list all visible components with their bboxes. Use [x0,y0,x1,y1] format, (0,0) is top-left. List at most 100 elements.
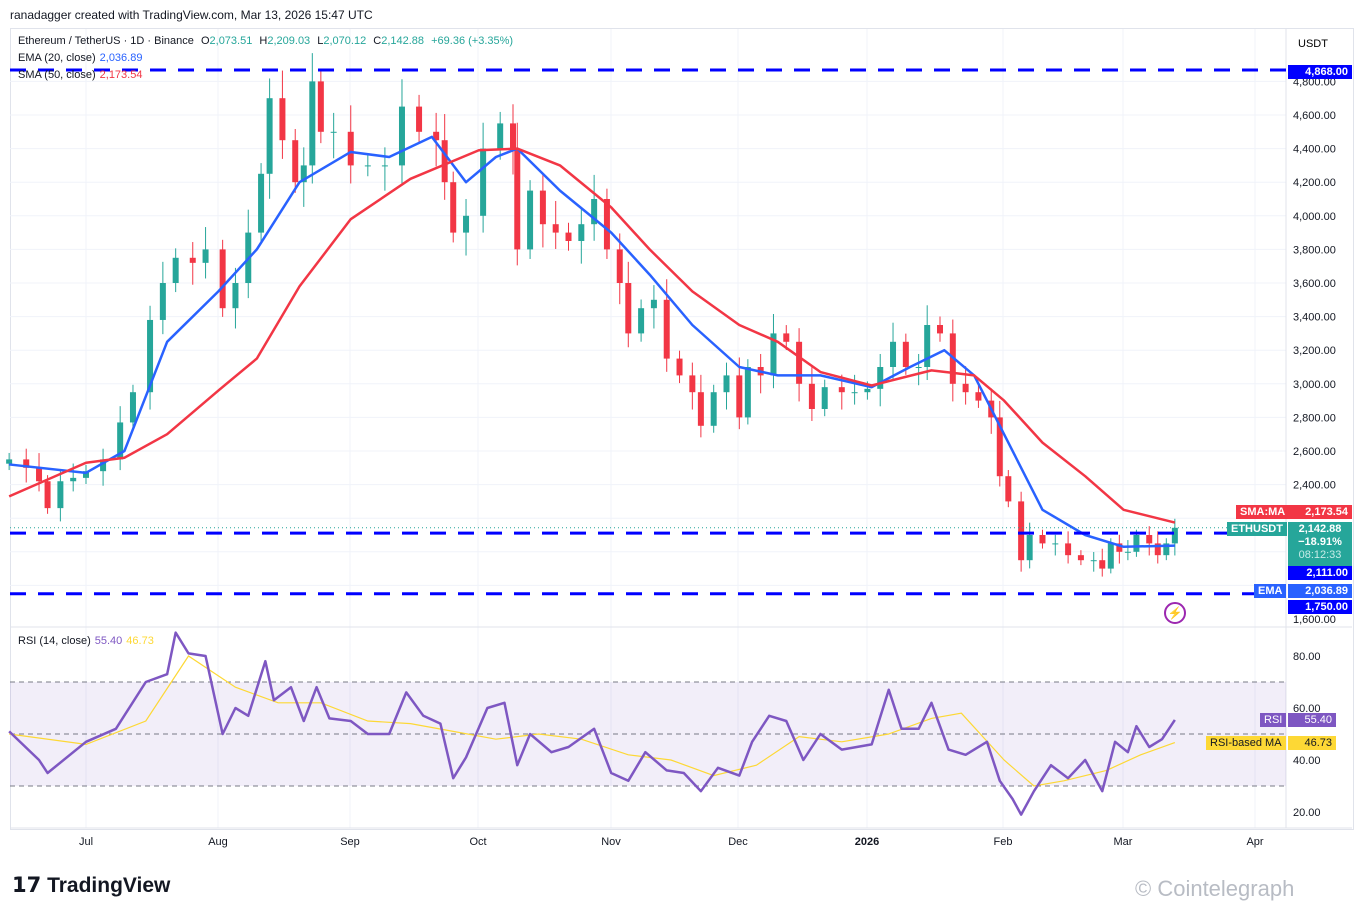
price-tick-label: 4,200.00 [1293,177,1336,189]
sma-tag-value: 2,173.54 [1288,505,1352,519]
candle-body [638,308,645,334]
candle-body [996,417,1003,477]
rsi-legend-label: RSI (14, close) [18,635,91,647]
candle-body [1005,476,1012,502]
level-top-tag: 4,868.00 [1288,65,1352,79]
brand-name: TradingView [47,874,171,897]
candle-body [1146,535,1153,544]
candle-body [258,173,265,233]
rsi-tick-label: 60.00 [1293,703,1321,715]
candle-body [1163,543,1170,556]
close-label: C [373,35,382,47]
high-label: H [259,35,268,47]
candle-body [441,140,448,183]
candle-body [159,283,166,320]
candle-body [1065,543,1072,556]
candle-body [663,299,670,359]
candle-body [510,123,516,149]
candle-body [83,471,89,478]
currency-label[interactable]: USDT [1298,38,1328,50]
candle-body [202,249,209,263]
x-tick-label: Jul [79,836,93,848]
candle-body [697,392,704,426]
symbol-tag: ETHUSDT [1227,522,1287,536]
close-value: 2,142.88 [381,35,425,47]
candle-body [219,249,226,309]
open-label: O [200,35,210,47]
candle-body [1026,535,1033,561]
price-tag: 2,142.88 −18.91% 08:12:33 [1288,522,1352,566]
ema-tag-value: 2,036.89 [1288,584,1352,598]
rsi-legend[interactable]: RSI (14, close) 55.40 46.73 [18,635,158,647]
candle-body [23,459,30,468]
candle-body [723,375,730,393]
candle-body [292,140,299,183]
candle-body [317,81,324,132]
candle-body [937,325,943,334]
candle-body [57,481,64,509]
candle-body [416,106,423,132]
candle-body [433,131,440,141]
candle-body [279,98,286,141]
price-tick-label: 3,600.00 [1293,278,1336,290]
x-tick-label: Nov [601,836,621,848]
chart-frame [10,28,1354,830]
rsi-tag-label: RSI [1260,713,1287,727]
candle-body [6,459,13,464]
candle-body [1154,543,1161,556]
low-value: 2,070.12 [323,35,367,47]
candle-body [625,283,632,334]
price-tick-label: 3,200.00 [1293,345,1336,357]
candle-body [364,165,371,167]
candle-body [398,106,405,166]
rsi-ma-tag-value: 46.73 [1288,736,1336,750]
candle-body [1116,543,1123,552]
candle-body [480,148,487,216]
candle-body [650,299,657,309]
ema-legend[interactable]: EMA (20, close) 2,036.89 [18,52,146,64]
price-tick-label: 2,800.00 [1293,412,1336,424]
candle-body [1052,543,1059,545]
candle-body [1018,501,1025,561]
level-1750-tag: 1,750.00 [1288,600,1352,614]
price-tick-label: 4,000.00 [1293,211,1336,223]
candle-body [710,392,717,426]
rsi-line [8,631,1176,816]
candle-body [616,249,623,283]
sma-legend[interactable]: SMA (50, close) 2,173.54 [18,69,146,81]
high-value: 2,209.03 [267,35,311,47]
chart-header: ranadagger created with TradingView.com,… [10,8,373,22]
candle-body [450,182,457,233]
price-tick-label: 3,800.00 [1293,244,1336,256]
candle-body [129,392,136,423]
candle-body [1099,560,1106,569]
x-tick-label: Oct [469,836,486,848]
candle-body [1090,560,1097,562]
candle-body [962,383,969,393]
price-tick-label: 3,000.00 [1293,379,1336,391]
rsi-legend-value: 55.40 [94,635,123,647]
price-tick-label: 4,400.00 [1293,144,1336,156]
low-label: L [317,35,324,47]
ema-legend-value: 2,036.89 [99,52,143,64]
rsi-tick-label: 40.00 [1293,755,1321,767]
candle-body [552,224,559,233]
rsi-tick-label: 20.00 [1293,807,1321,819]
price-tick-label: 4,800.00 [1293,76,1336,88]
tradingview-logo: 𝟭𝟳 TradingView [12,873,170,898]
candle-body [330,131,337,133]
lightning-icon[interactable]: ⚡ [1164,602,1186,624]
x-tick-label: Sep [340,836,360,848]
candle-body [676,358,683,376]
candle-body [736,375,743,418]
candle-body [232,283,239,309]
symbol-legend: Ethereum / TetherUS · 1D · Binance O2,07… [18,35,517,47]
x-tick-label: Aug [208,836,228,848]
candle-body [890,341,897,367]
candle-body [578,224,585,241]
candle-body [864,388,871,393]
open-value: 2,073.51 [209,35,253,47]
tv-icon: 𝟭𝟳 [12,874,48,897]
candle-body [783,333,790,342]
